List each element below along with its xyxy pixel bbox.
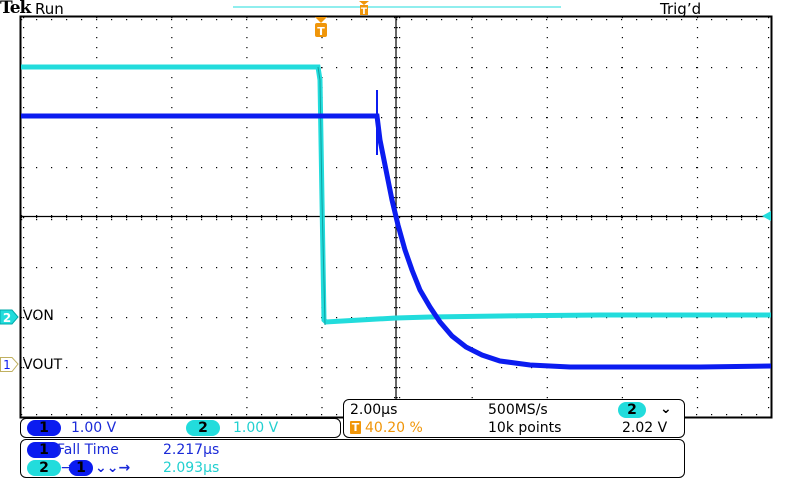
- trigger-source-badge[interactable]: 2: [618, 402, 646, 418]
- horizontal-trigger-readout[interactable]: 2.00µs 500MS/s 2 ⌄ T 40.20 % 10k points …: [343, 399, 685, 438]
- record-length: 10k points: [488, 420, 562, 436]
- ch2-ground-marker-icon: 2: [0, 309, 19, 325]
- sample-rate: 500MS/s: [488, 402, 548, 418]
- meas2-value: 2.093µs: [163, 460, 220, 476]
- record-trigger-marker-icon: T: [359, 1, 369, 17]
- meas1-source-badge: 1: [27, 442, 61, 458]
- acquisition-state: Run: [35, 0, 64, 18]
- time-per-div: 2.00µs: [350, 402, 398, 418]
- measurements-readout[interactable]: 1 Fall Time 2.217µs 2 → 1 ⌄⌄→ 2.093µs: [20, 439, 685, 478]
- ch1-ground-marker-icon: 1: [0, 357, 19, 372]
- meas2-source-badge: 2: [27, 460, 61, 476]
- ch1-label: VOUT: [23, 357, 63, 373]
- trigger-position-badge-icon: T: [350, 421, 361, 434]
- trigger-level-icon: [762, 211, 771, 221]
- ch2-scale: 1.00 V: [233, 420, 279, 436]
- svg-text:T: T: [361, 7, 368, 17]
- trigger-position-icon: T: [315, 17, 327, 38]
- meas2-target-badge: 1: [69, 460, 93, 476]
- ch1-scale: 1.00 V: [71, 420, 117, 436]
- fall-fall-edge-icon: ⌄⌄→: [95, 460, 131, 476]
- ch1-badge[interactable]: 1: [27, 420, 61, 436]
- falling-edge-icon: ⌄: [660, 401, 672, 417]
- ch2-badge[interactable]: 2: [186, 420, 220, 436]
- meas1-value: 2.217µs: [163, 442, 220, 458]
- trigger-position: 40.20 %: [365, 420, 423, 436]
- trigger-level: 2.02 V: [622, 420, 668, 436]
- ch1-trace: [21, 113, 772, 370]
- svg-text:2: 2: [3, 311, 11, 325]
- arrow-icon: →: [61, 460, 73, 476]
- trigger-status: Trig’d: [660, 0, 702, 18]
- meas1-name: Fall Time: [57, 442, 119, 458]
- svg-text:T: T: [317, 25, 325, 38]
- svg-text:1: 1: [3, 358, 11, 372]
- brand-logo: Tek: [0, 0, 31, 18]
- vertical-scale-readout[interactable]: 1 1.00 V 2 1.00 V: [20, 418, 341, 438]
- ch2-label: VON: [23, 308, 54, 324]
